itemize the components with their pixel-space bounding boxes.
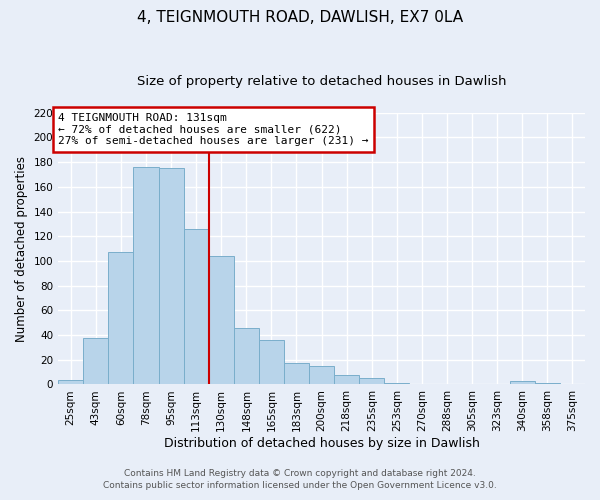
Bar	[158, 168, 184, 384]
Bar	[259, 340, 284, 384]
Bar	[234, 328, 259, 384]
Text: 4 TEIGNMOUTH ROAD: 131sqm
← 72% of detached houses are smaller (622)
27% of semi: 4 TEIGNMOUTH ROAD: 131sqm ← 72% of detac…	[58, 113, 368, 146]
Bar	[359, 378, 385, 384]
Bar	[209, 256, 234, 384]
Bar	[58, 380, 83, 384]
Bar	[284, 364, 309, 384]
Bar	[109, 252, 133, 384]
Bar	[309, 366, 334, 384]
Bar	[184, 229, 209, 384]
Text: 4, TEIGNMOUTH ROAD, DAWLISH, EX7 0LA: 4, TEIGNMOUTH ROAD, DAWLISH, EX7 0LA	[137, 10, 463, 25]
Bar	[535, 383, 560, 384]
Bar	[83, 338, 109, 384]
X-axis label: Distribution of detached houses by size in Dawlish: Distribution of detached houses by size …	[164, 437, 479, 450]
Y-axis label: Number of detached properties: Number of detached properties	[15, 156, 28, 342]
Text: Contains HM Land Registry data © Crown copyright and database right 2024.
Contai: Contains HM Land Registry data © Crown c…	[103, 468, 497, 490]
Bar	[133, 167, 158, 384]
Bar	[385, 383, 409, 384]
Bar	[334, 374, 359, 384]
Bar	[510, 381, 535, 384]
Title: Size of property relative to detached houses in Dawlish: Size of property relative to detached ho…	[137, 75, 506, 88]
